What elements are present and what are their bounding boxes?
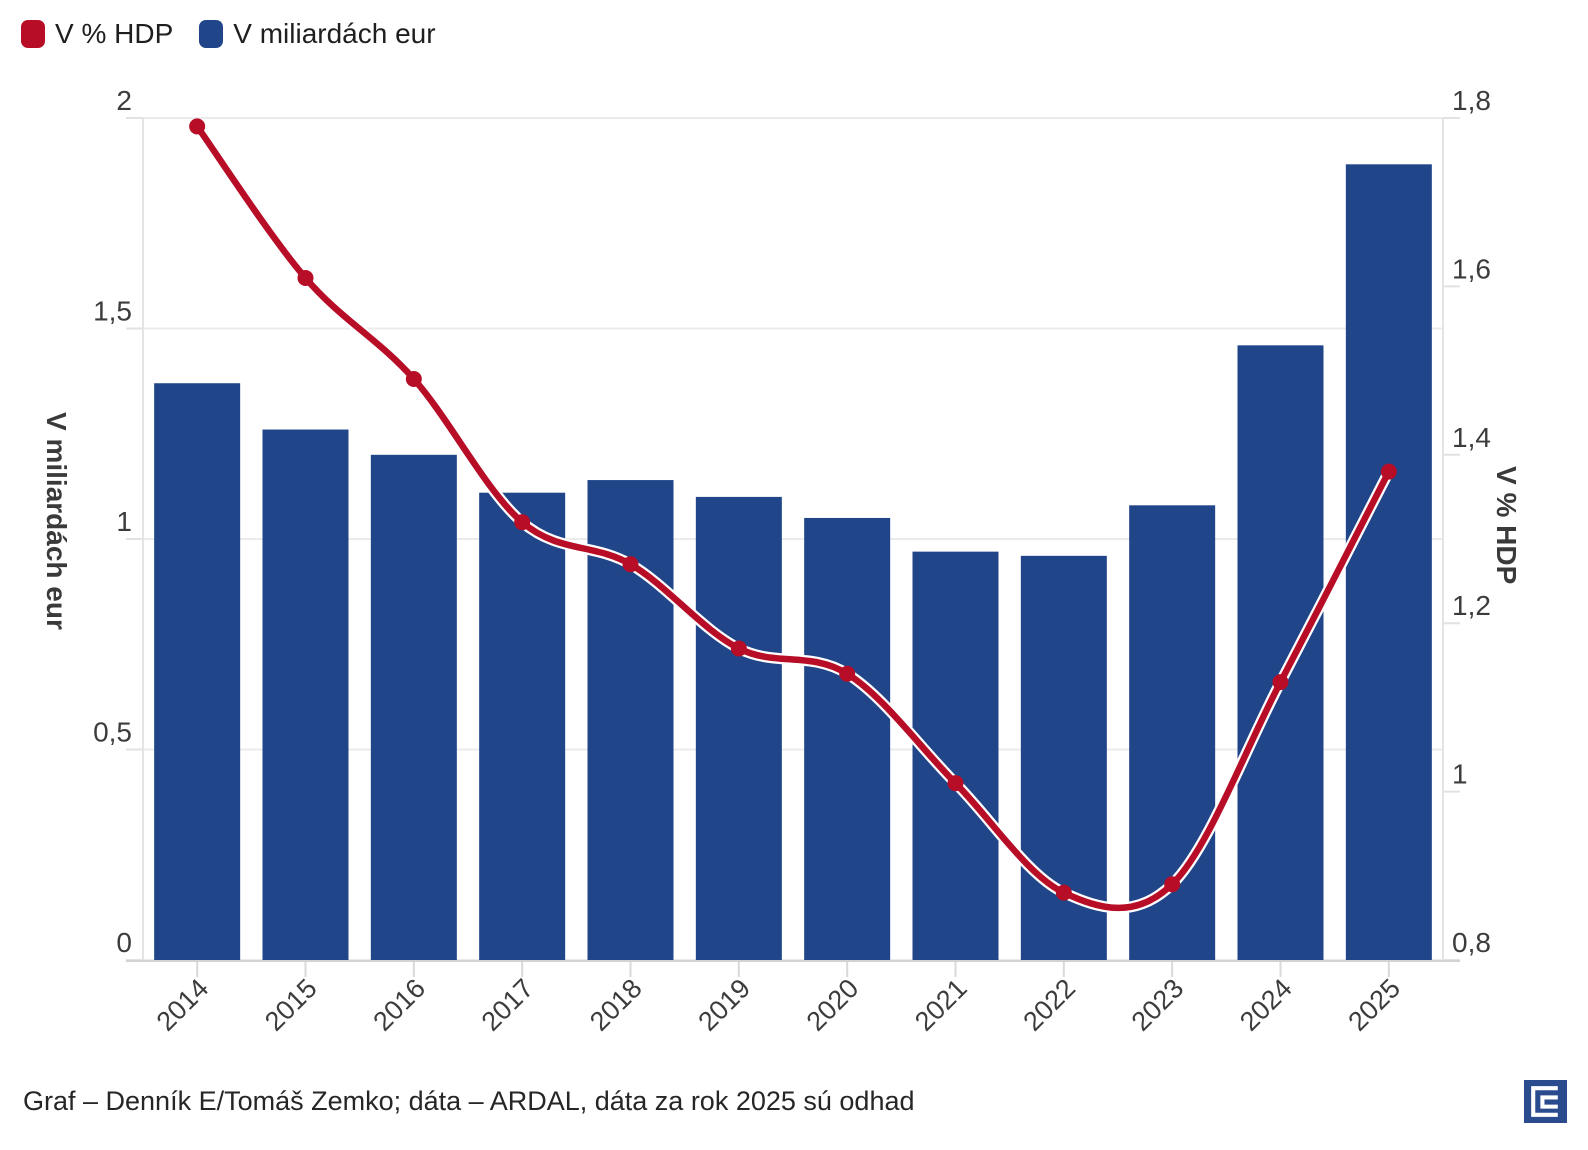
line-point-2017: [514, 514, 531, 531]
right-axis-tick-label: 1,4: [1452, 422, 1491, 453]
x-axis-label-2015: 2015: [259, 973, 323, 1037]
line-point-2015: [297, 269, 314, 286]
left-axis-title: V miliardách eur: [41, 412, 72, 630]
line-point-2014: [189, 118, 206, 135]
legend-swatch-eur-icon: [199, 20, 224, 48]
x-axis-label-2018: 2018: [584, 973, 648, 1037]
dual-axis-chart: 0 0,5 1 1,5 2 0,8 1 1,2 1,4 1,6 1,8 2014 2015 2016 201…: [93, 85, 1491, 1037]
line-point-2019: [730, 640, 747, 657]
bar-2015: [262, 429, 349, 960]
bar-2020: [804, 517, 891, 960]
line-point-2018: [622, 556, 639, 573]
left-axis-tick-label: 0: [116, 927, 132, 958]
x-axis-label-2021: 2021: [909, 973, 973, 1037]
x-axis-label-2020: 2020: [801, 973, 865, 1037]
line-point-2022: [1055, 884, 1072, 901]
legend-swatch-hdp-icon: [21, 20, 45, 48]
right-axis-tick-label: 1,6: [1452, 253, 1491, 284]
line-point-2021: [947, 775, 964, 792]
x-axis-label-2024: 2024: [1234, 973, 1298, 1037]
left-axis-tick-label: 1,5: [93, 296, 132, 327]
line-point-2025: [1380, 463, 1397, 480]
legend-label-hdp: V % HDP: [55, 18, 174, 49]
x-axis-label-2025: 2025: [1342, 973, 1406, 1037]
bar-2016: [370, 454, 457, 960]
left-axis-tick-label: 2: [116, 85, 132, 116]
right-axis-title: V % HDP: [1491, 466, 1522, 585]
left-axis-tick-label: 0,5: [93, 717, 132, 748]
x-axis-label-2022: 2022: [1017, 973, 1081, 1037]
line-point-2016: [405, 371, 422, 388]
line-point-2023: [1164, 876, 1181, 893]
line-point-2024: [1272, 674, 1289, 691]
x-axis-label-2023: 2023: [1126, 973, 1190, 1037]
legend-item-hdp: V % HDP: [21, 18, 173, 50]
x-axis-label-2016: 2016: [367, 973, 431, 1037]
line-hdp: [193, 123, 1393, 912]
right-axis-tick-label: 0,8: [1452, 927, 1491, 958]
x-axis-label-2019: 2019: [692, 973, 756, 1037]
right-axis-tick-label: 1: [1452, 759, 1468, 790]
bar-2025: [1345, 164, 1432, 960]
dennik-e-logo-icon: [1524, 1080, 1567, 1123]
bar-2019: [695, 496, 782, 960]
bar-2014: [154, 383, 241, 961]
legend: V % HDP V miliardách eur: [21, 18, 436, 50]
bar-2024: [1237, 345, 1324, 961]
left-axis-tick-label: 1: [116, 506, 132, 537]
legend-label-eur: V miliardách eur: [233, 18, 436, 49]
x-axis-label-2017: 2017: [476, 973, 540, 1037]
x-axis-label-2014: 2014: [151, 973, 215, 1037]
legend-item-eur: V miliardách eur: [199, 18, 436, 50]
right-axis-tick-label: 1,2: [1452, 590, 1491, 621]
right-axis-tick-label: 1,8: [1452, 85, 1491, 116]
line-point-2020: [839, 665, 856, 682]
bar-2017: [479, 492, 566, 960]
chart-credit: Graf – Denník E/Tomáš Zemko; dáta – ARDA…: [23, 1086, 915, 1116]
